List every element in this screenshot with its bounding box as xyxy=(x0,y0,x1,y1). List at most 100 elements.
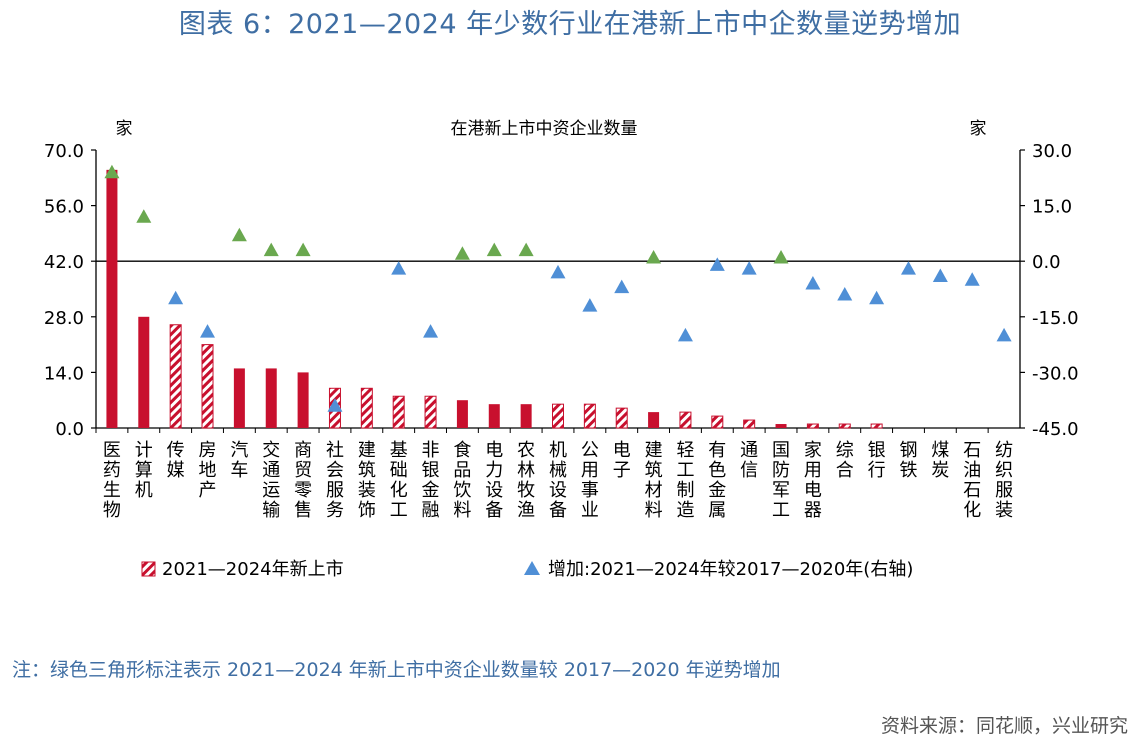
right-axis-unit: 家 xyxy=(970,119,987,139)
bar-series xyxy=(106,169,883,429)
x-tick-char: 装 xyxy=(995,500,1013,521)
x-tick-char: 地 xyxy=(199,460,217,481)
x-tick-char: 品 xyxy=(453,460,471,481)
x-tick-label: 有色金属 xyxy=(708,440,726,521)
x-tick-char: 传 xyxy=(167,440,185,461)
x-tick-char: 家 xyxy=(804,440,822,461)
x-tick-char: 电 xyxy=(613,440,631,461)
legend-bar-label: 2021—2024年新上市 xyxy=(162,559,344,580)
x-tick-label: 农林牧渔 xyxy=(517,440,535,521)
x-tick-char: 产 xyxy=(199,480,217,501)
x-tick-char: 融 xyxy=(422,500,440,521)
x-tick-char: 属 xyxy=(708,500,726,521)
triangle-marker xyxy=(582,298,598,312)
left-tick-label: 14.0 xyxy=(44,363,84,384)
x-tick-label: 综合 xyxy=(836,440,854,481)
x-tick-char: 石 xyxy=(963,440,981,461)
x-tick-char: 合 xyxy=(836,460,854,481)
x-tick-label: 非银金融 xyxy=(422,440,440,521)
x-tick-char: 计 xyxy=(135,440,153,461)
x-tick-char: 农 xyxy=(517,440,535,461)
x-tick-char: 炭 xyxy=(931,460,949,481)
legend-marker-swatch xyxy=(524,561,540,575)
x-tick-char: 造 xyxy=(676,500,694,521)
triangle-marker xyxy=(295,242,311,257)
triangle-marker xyxy=(709,257,725,271)
right-tick-label: -30.0 xyxy=(1032,363,1079,384)
x-tick-char: 食 xyxy=(453,440,471,461)
x-tick-char: 煤 xyxy=(931,440,949,461)
triangle-marker xyxy=(614,279,630,294)
x-tick-label: 电子 xyxy=(613,440,631,481)
x-tick-label: 电力设备 xyxy=(485,440,503,521)
x-tick-char: 牧 xyxy=(517,480,535,501)
source-note: 资料来源：同花顺，兴业研究 xyxy=(880,715,1128,737)
x-tick-char: 化 xyxy=(963,500,981,521)
triangle-marker xyxy=(932,268,948,283)
triangle-marker xyxy=(964,272,980,286)
x-tick-char: 用 xyxy=(804,460,822,481)
x-tick-char: 设 xyxy=(549,480,567,501)
bar xyxy=(743,419,756,429)
bar xyxy=(138,316,150,428)
marker-series xyxy=(104,164,1012,412)
x-tick-char: 会 xyxy=(326,460,344,481)
right-tick-label: 15.0 xyxy=(1032,197,1072,218)
bar xyxy=(806,423,819,429)
triangle-marker xyxy=(454,246,470,260)
bar xyxy=(711,415,724,429)
x-tick-char: 制 xyxy=(676,480,694,501)
bar xyxy=(424,395,437,429)
left-tick-label: 70.0 xyxy=(44,141,84,162)
right-tick-label: -45.0 xyxy=(1032,419,1079,440)
left-axis-unit: 家 xyxy=(116,119,133,139)
x-tick-char: 通 xyxy=(262,460,280,481)
bar xyxy=(648,412,660,428)
x-tick-char: 媒 xyxy=(167,460,185,481)
triangle-marker xyxy=(900,261,916,275)
x-tick-char: 银 xyxy=(422,460,440,481)
x-tick-char: 医 xyxy=(103,440,121,461)
x-tick-char: 生 xyxy=(103,480,121,501)
x-tick-label: 公用事业 xyxy=(581,440,599,521)
bar xyxy=(870,423,883,429)
bar xyxy=(169,324,182,429)
x-tick-label: 医药生物 xyxy=(103,440,121,521)
x-tick-char: 运 xyxy=(262,480,280,501)
x-tick-label: 轻工制造 xyxy=(676,440,694,521)
x-tick-char: 信 xyxy=(740,460,758,481)
bar xyxy=(583,403,596,429)
triangle-marker xyxy=(773,249,789,264)
triangle-marker xyxy=(646,249,662,264)
triangle-marker xyxy=(869,290,885,305)
bar xyxy=(297,372,309,428)
x-tick-char: 电 xyxy=(804,480,822,501)
chart-note: 注：绿色三角形标注表示 2021—2024 年新上市中资企业数量较 2017—2… xyxy=(12,659,781,681)
triangle-marker xyxy=(741,261,757,275)
x-tick-char: 钢 xyxy=(899,440,917,461)
triangle-marker xyxy=(423,324,439,338)
x-tick-char: 车 xyxy=(230,460,248,481)
left-tick-label: 56.0 xyxy=(44,197,84,218)
left-tick-label: 0.0 xyxy=(55,419,84,440)
x-tick-char: 通 xyxy=(740,440,758,461)
x-tick-char: 机 xyxy=(549,440,567,461)
triangle-marker xyxy=(486,242,502,257)
x-tick-char: 备 xyxy=(549,500,567,521)
x-tick-char: 装 xyxy=(358,480,376,501)
triangle-marker xyxy=(200,324,216,338)
x-tick-char: 军 xyxy=(772,480,790,501)
x-tick-label: 交通运输 xyxy=(262,440,280,521)
x-tick-char: 房 xyxy=(199,440,217,461)
chart-panel: 在港新上市中资企业数量 家 家 70.0 30.0 56.0 15.0 42.0 0.0 2… xyxy=(12,50,1128,645)
right-tick-label: -15.0 xyxy=(1032,308,1079,329)
legend-bar-swatch xyxy=(141,561,156,577)
triangle-marker xyxy=(996,327,1012,342)
x-tick-char: 公 xyxy=(581,440,599,461)
x-tick-char: 贸 xyxy=(294,460,312,481)
chart-title: 在港新上市中资企业数量 xyxy=(451,119,638,139)
x-tick-char: 材 xyxy=(645,480,663,501)
bar xyxy=(838,423,851,429)
x-tick-char: 饰 xyxy=(358,500,376,521)
x-tick-char: 建 xyxy=(358,440,376,461)
